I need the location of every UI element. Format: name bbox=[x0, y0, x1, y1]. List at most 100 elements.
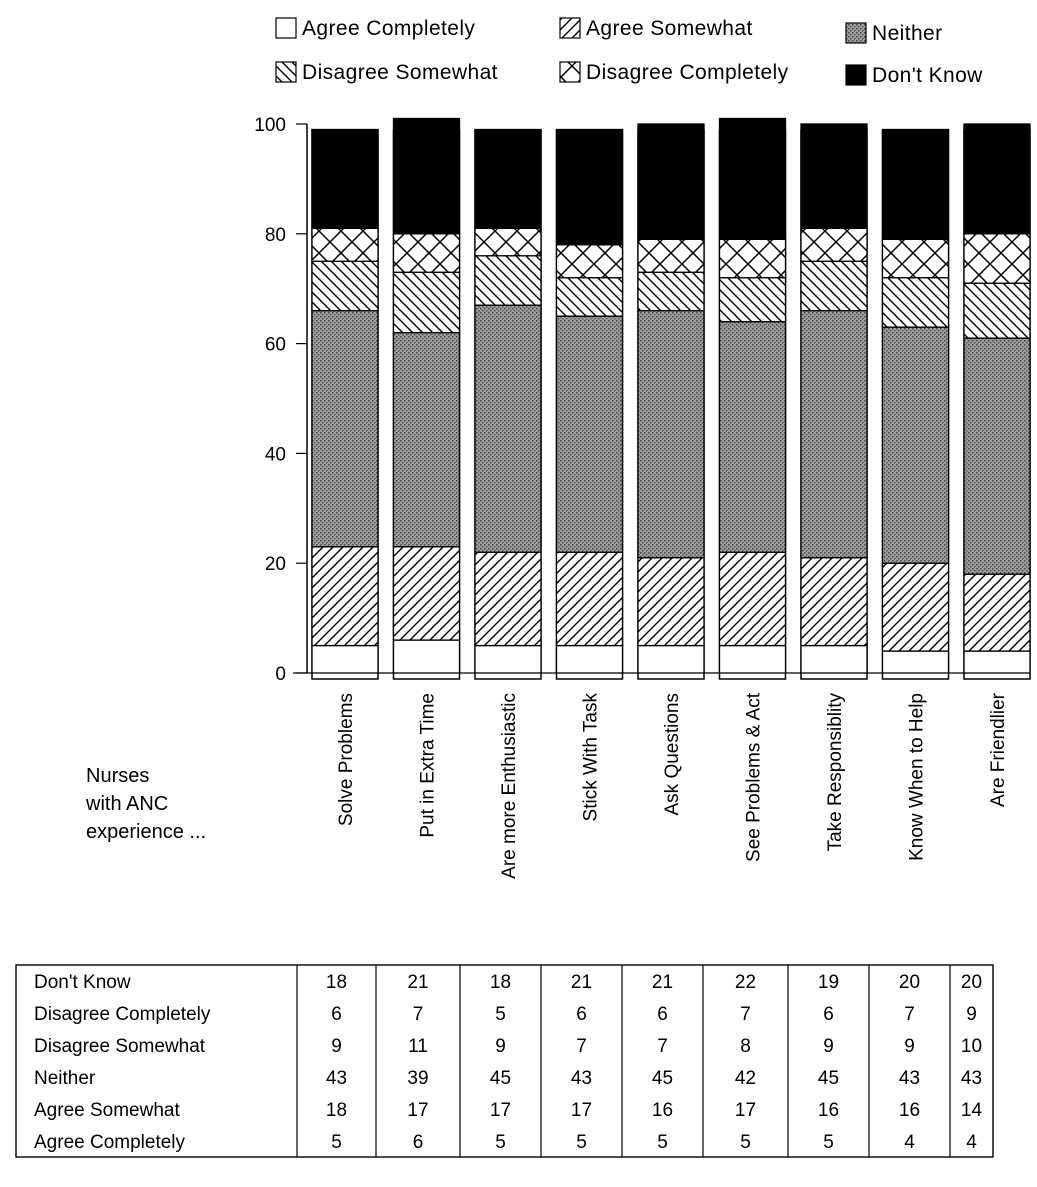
bar-segment-agree-completely bbox=[311, 644, 379, 674]
bar-segment-disagree-completely bbox=[881, 238, 950, 279]
bar-segment-don-t-know bbox=[474, 128, 542, 229]
bar-segment-neither bbox=[311, 310, 379, 548]
bar-see-problems-act bbox=[718, 117, 787, 680]
category-label-are-more-enthusiastic: Are more Enthusiastic bbox=[499, 693, 520, 879]
table-cell: 18 bbox=[326, 972, 347, 993]
bar-segment-disagree-completely bbox=[637, 238, 705, 273]
table-cell: 19 bbox=[818, 972, 839, 993]
bar-segment-disagree-somewhat bbox=[392, 271, 461, 334]
table-cell: 7 bbox=[576, 1036, 587, 1057]
bar-segment-disagree-somewhat bbox=[474, 255, 542, 306]
table-cell: 43 bbox=[326, 1068, 347, 1089]
side-label-line: experience ... bbox=[86, 821, 206, 843]
y-tick-label-60: 60 bbox=[265, 335, 286, 356]
table-cell: 9 bbox=[331, 1036, 342, 1057]
bar-segment-disagree-somewhat bbox=[637, 271, 705, 312]
bar-segment-disagree-completely bbox=[963, 233, 1031, 284]
table-cell: 21 bbox=[652, 972, 673, 993]
bar-segment-disagree-completely bbox=[392, 233, 461, 273]
table-cell: 20 bbox=[899, 972, 920, 993]
bar-segment-don-t-know bbox=[800, 123, 868, 229]
side-label-line: Nurses bbox=[86, 765, 149, 787]
bar-segment-disagree-completely bbox=[474, 227, 542, 257]
data-table: Don't Know 18 21 18 21 21 22 19 20 20 Disagree Com… bbox=[15, 964, 994, 1158]
table-row-label: Disagree Somewhat bbox=[34, 1036, 206, 1057]
legend-swatch-agree-somewhat bbox=[559, 17, 581, 39]
legend-swatch-disagree-somewhat bbox=[275, 61, 297, 83]
bar-segment-disagree-somewhat bbox=[311, 260, 379, 312]
table-row-label: Disagree Completely bbox=[34, 1004, 211, 1025]
legend-swatch-disagree-completely bbox=[559, 61, 581, 83]
table-cell: 43 bbox=[961, 1068, 982, 1089]
table-cell: 42 bbox=[735, 1068, 756, 1089]
y-tick-label-80: 80 bbox=[265, 225, 286, 246]
bar-segment-agree-completely bbox=[963, 650, 1031, 674]
table-cell: 9 bbox=[823, 1036, 834, 1057]
bar-segment-agree-somewhat bbox=[311, 546, 379, 647]
bar-segment-disagree-somewhat bbox=[555, 277, 624, 317]
bar-segment-agree-completely bbox=[881, 650, 950, 674]
bar-segment-disagree-completely bbox=[800, 227, 868, 262]
bar-segment-neither bbox=[637, 310, 705, 559]
table-cell: 5 bbox=[576, 1132, 587, 1153]
bar-ask-questions bbox=[637, 123, 705, 680]
table-cell: 7 bbox=[904, 1004, 915, 1025]
table-cell: 45 bbox=[652, 1068, 673, 1089]
bar-segment-don-t-know bbox=[311, 128, 379, 229]
legend-label-agree-completely: Agree Completely bbox=[302, 17, 475, 40]
y-tick-label-20: 20 bbox=[265, 554, 286, 575]
table-cell: 45 bbox=[818, 1068, 839, 1089]
legend-label-disagree-completely: Disagree Completely bbox=[586, 61, 789, 84]
bar-are-friendlier bbox=[963, 123, 1031, 680]
legend-swatch-agree-completely bbox=[275, 17, 297, 39]
table-cell: 39 bbox=[407, 1068, 428, 1089]
table-row-label: Neither bbox=[34, 1068, 96, 1089]
legend: Agree Completely Agree Somewhat Neither Dis… bbox=[275, 17, 983, 87]
table-cell: 17 bbox=[407, 1100, 428, 1121]
table-cell: 5 bbox=[495, 1004, 506, 1025]
table-cell: 7 bbox=[413, 1004, 424, 1025]
bar-segment-agree-somewhat bbox=[555, 551, 624, 647]
table-cell: 10 bbox=[961, 1036, 982, 1057]
bar-segment-don-t-know bbox=[637, 123, 705, 240]
bar-segment-don-t-know bbox=[555, 128, 624, 246]
bar-segment-neither bbox=[963, 337, 1031, 575]
table-row-agree-completely: Agree Completely 5 6 5 5 5 5 5 4 4 bbox=[34, 1132, 977, 1153]
bar-solve-problems bbox=[311, 128, 379, 680]
bar-segment-agree-completely bbox=[474, 644, 542, 674]
y-tick-label-0: 0 bbox=[275, 664, 286, 685]
bar-segment-agree-somewhat bbox=[963, 573, 1031, 652]
category-label-put-in-extra-time: Put in Extra Time bbox=[418, 693, 439, 838]
table-cell: 22 bbox=[735, 972, 756, 993]
table-cell: 6 bbox=[657, 1004, 668, 1025]
table-cell: 17 bbox=[735, 1100, 756, 1121]
bar-segment-agree-somewhat bbox=[474, 551, 542, 647]
category-labels: Solve Problems Put in Extra Time Are more … bbox=[336, 692, 1009, 879]
bar-segment-neither bbox=[718, 320, 787, 553]
bar-segment-disagree-somewhat bbox=[718, 277, 787, 323]
table-cell: 5 bbox=[331, 1132, 342, 1153]
legend-label-neither: Neither bbox=[872, 22, 943, 45]
category-label-see-problems-act: See Problems & Act bbox=[744, 692, 765, 862]
category-label-solve-problems: Solve Problems bbox=[336, 693, 357, 826]
table-cell: 5 bbox=[495, 1132, 506, 1153]
table-cell: 11 bbox=[408, 1036, 428, 1057]
table-cell: 43 bbox=[899, 1068, 920, 1089]
table-cell: 43 bbox=[571, 1068, 592, 1089]
side-label-line: with ANC bbox=[85, 793, 168, 815]
bar-segment-neither bbox=[392, 331, 461, 548]
bar-segment-agree-completely bbox=[392, 639, 461, 674]
table-row-neither: Neither 43 39 45 43 45 42 45 43 43 bbox=[34, 1068, 982, 1089]
table-cell: 18 bbox=[490, 972, 511, 993]
table-cell: 45 bbox=[490, 1068, 511, 1089]
bar-segment-agree-completely bbox=[637, 644, 705, 674]
table-cell: 8 bbox=[740, 1036, 751, 1057]
table-row-label: Agree Completely bbox=[34, 1132, 186, 1153]
table-cell: 7 bbox=[740, 1004, 751, 1025]
table-row-don-t-know: Don't Know 18 21 18 21 21 22 19 20 20 bbox=[34, 972, 982, 993]
table-cell: 20 bbox=[961, 972, 982, 993]
bar-stick-with-task bbox=[555, 128, 624, 680]
bar-segment-disagree-completely bbox=[311, 227, 379, 262]
legend-swatch-neither bbox=[845, 22, 867, 44]
